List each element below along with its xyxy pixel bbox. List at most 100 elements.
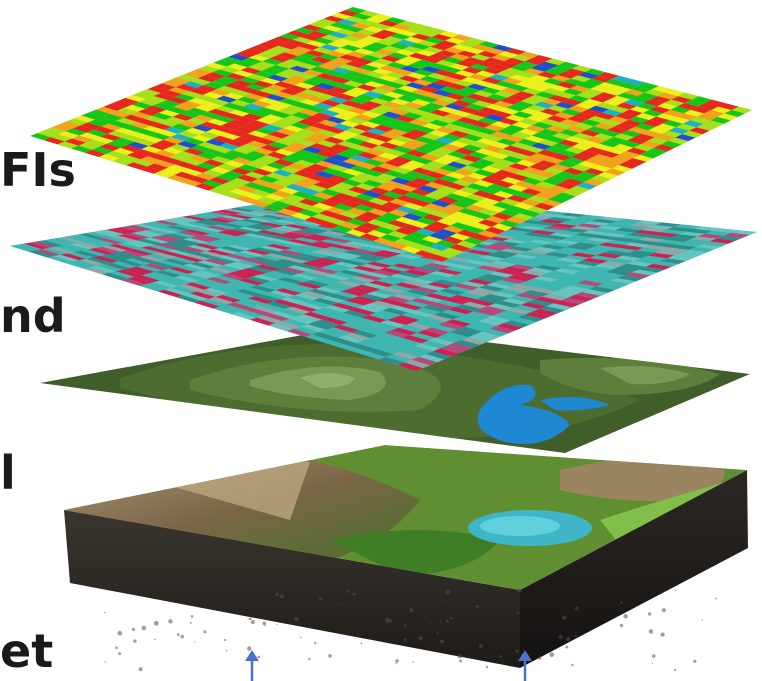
raster-tile	[394, 59, 415, 66]
raster-tile	[496, 323, 523, 331]
raster-tile	[157, 119, 179, 127]
raster-tile	[424, 92, 446, 100]
raster-tile	[246, 217, 273, 223]
raster-tile	[236, 106, 257, 114]
raster-tile	[191, 134, 213, 142]
raster-tile	[354, 104, 376, 111]
raster-tile	[597, 82, 618, 89]
raster-tile	[557, 160, 578, 168]
raster-tile	[289, 255, 316, 262]
debris-speck	[447, 600, 449, 603]
raster-tile	[355, 94, 377, 101]
raster-tile	[294, 159, 316, 168]
raster-tile	[140, 156, 162, 164]
raster-tile	[207, 218, 234, 223]
raster-tile	[78, 142, 100, 150]
raster-tile	[207, 118, 228, 126]
raster-tile	[341, 189, 362, 197]
raster-tile	[99, 229, 125, 236]
raster-tile	[182, 158, 204, 166]
raster-tile	[372, 135, 394, 143]
raster-tile	[355, 284, 381, 292]
raster-tile	[424, 37, 445, 44]
raster-tile	[378, 20, 399, 27]
raster-tile	[521, 270, 547, 276]
raster-tile	[108, 120, 130, 128]
raster-tile	[118, 234, 144, 241]
raster-tile	[311, 213, 333, 221]
raster-tile	[335, 161, 357, 169]
raster-tile	[377, 332, 404, 341]
debris-speck	[300, 636, 302, 639]
raster-tile	[299, 188, 321, 196]
raster-tile	[436, 268, 463, 275]
raster-tile	[97, 264, 124, 272]
raster-tile	[285, 183, 307, 192]
raster-tile	[138, 230, 165, 237]
raster-tile	[587, 266, 613, 272]
raster-tile	[441, 66, 462, 74]
raster-tile	[292, 180, 314, 188]
raster-tile	[297, 53, 319, 60]
raster-tile	[413, 146, 434, 154]
raster-tile	[362, 35, 383, 43]
raster-tile	[356, 84, 378, 91]
raster-tile	[464, 324, 490, 332]
raster-tile	[625, 79, 646, 86]
raster-tile	[642, 109, 664, 117]
raster-tile	[461, 154, 482, 163]
raster-tile	[509, 152, 531, 160]
raster-tile	[598, 216, 625, 221]
raster-tile	[65, 128, 87, 136]
raster-tile	[650, 106, 671, 114]
raster-tile	[364, 272, 391, 279]
raster-tile	[612, 154, 633, 162]
raster-tile	[380, 287, 407, 294]
raster-tile	[415, 217, 437, 225]
raster-tile	[357, 19, 379, 27]
raster-tile	[505, 114, 527, 122]
raster-tile	[303, 280, 330, 287]
raster-tile	[442, 56, 464, 64]
debris-speck	[346, 589, 350, 593]
raster-tile	[675, 123, 697, 131]
raster-tile	[530, 230, 557, 235]
raster-tile	[264, 104, 286, 112]
raster-tile	[153, 170, 175, 178]
raster-tile	[149, 132, 171, 140]
raster-tile	[169, 77, 191, 85]
raster-tile	[535, 91, 556, 99]
raster-tile	[252, 247, 279, 254]
raster-tile	[197, 289, 223, 297]
raster-tile	[449, 329, 476, 338]
raster-tile	[309, 143, 331, 151]
raster-tile	[683, 120, 704, 128]
raster-tile	[648, 126, 669, 134]
raster-tile	[483, 57, 505, 65]
raster-tile	[210, 166, 231, 174]
raster-tile	[229, 236, 255, 242]
raster-tile	[535, 237, 561, 243]
raster-tile	[380, 257, 407, 264]
raster-tile	[476, 127, 498, 135]
raster-tile	[377, 29, 398, 37]
raster-tile	[608, 230, 634, 235]
raster-tile	[255, 264, 281, 271]
raster-tile	[233, 220, 259, 226]
raster-tile	[198, 65, 220, 73]
raster-tile	[383, 91, 405, 99]
raster-tile	[93, 136, 115, 144]
raster-tile	[211, 79, 233, 86]
raster-tile	[528, 267, 555, 274]
raster-tile	[323, 147, 344, 155]
raster-tile	[379, 131, 401, 139]
raster-tile	[429, 302, 456, 310]
raster-tile	[202, 169, 224, 177]
raster-tile	[509, 264, 536, 270]
raster-tile	[273, 81, 295, 89]
raster-tile	[418, 174, 439, 182]
debris-speck	[318, 597, 323, 601]
raster-tile	[496, 148, 517, 156]
raster-tile	[163, 136, 185, 144]
raster-tile	[252, 158, 274, 166]
